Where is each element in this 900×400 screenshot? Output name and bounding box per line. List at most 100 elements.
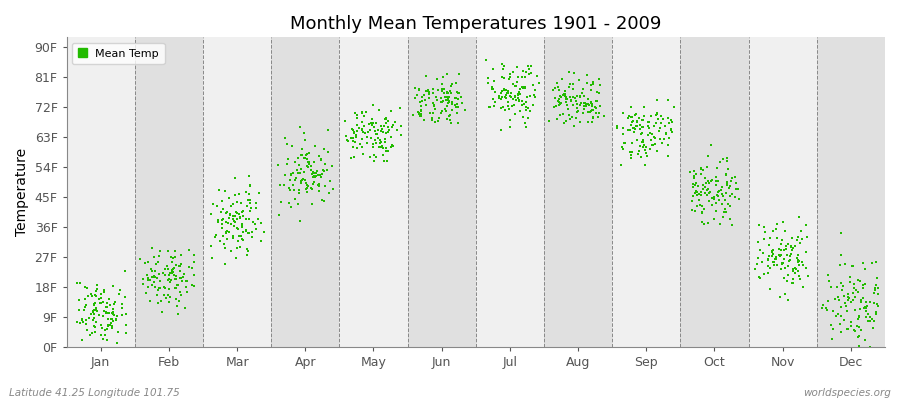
Point xyxy=(368,154,382,160)
Point xyxy=(161,277,176,284)
Point xyxy=(304,186,319,192)
Point xyxy=(237,208,251,214)
Point xyxy=(163,294,177,300)
Point xyxy=(184,265,199,271)
Point xyxy=(551,84,565,90)
Point xyxy=(410,109,425,116)
Point xyxy=(720,154,734,161)
Point xyxy=(412,113,427,119)
Point xyxy=(365,102,380,109)
Point xyxy=(297,130,311,136)
Point xyxy=(369,130,383,137)
Point xyxy=(445,98,459,105)
Point xyxy=(72,306,86,313)
Point xyxy=(777,247,791,253)
Point xyxy=(173,289,187,295)
Point xyxy=(774,252,788,258)
Point xyxy=(846,297,860,304)
Point xyxy=(87,307,102,314)
Point xyxy=(559,118,573,124)
Point xyxy=(93,300,107,307)
Point xyxy=(863,314,878,320)
Point xyxy=(320,148,335,155)
Point xyxy=(381,129,395,136)
Point xyxy=(616,125,630,132)
Point xyxy=(105,325,120,331)
Point xyxy=(685,207,699,213)
Point xyxy=(292,162,306,168)
Point xyxy=(317,167,331,174)
Point xyxy=(374,136,388,143)
Point xyxy=(97,289,112,295)
Point xyxy=(852,332,867,339)
Point xyxy=(169,284,184,291)
Point xyxy=(868,309,883,315)
Point xyxy=(105,306,120,312)
Point xyxy=(716,208,731,215)
Point xyxy=(435,86,449,92)
Point xyxy=(294,180,309,186)
Point xyxy=(223,220,238,227)
Point xyxy=(502,117,517,124)
Point xyxy=(422,89,436,95)
Point xyxy=(187,272,202,278)
Point xyxy=(292,189,306,196)
Point xyxy=(572,94,587,100)
Point xyxy=(149,292,164,298)
Point xyxy=(437,90,452,96)
Point xyxy=(719,208,733,215)
Point xyxy=(634,122,648,128)
Point xyxy=(558,88,572,94)
Point xyxy=(783,257,797,263)
Point xyxy=(640,153,654,159)
Point xyxy=(725,191,740,198)
Point xyxy=(162,276,176,282)
Point xyxy=(784,242,798,249)
Point xyxy=(850,289,865,296)
Point xyxy=(482,79,496,86)
Point xyxy=(168,248,183,254)
Point xyxy=(100,321,114,328)
Point xyxy=(843,298,858,305)
Point xyxy=(649,120,663,126)
Point xyxy=(716,214,731,220)
Point xyxy=(84,310,98,317)
Point xyxy=(84,291,98,297)
Point xyxy=(519,69,534,75)
Point xyxy=(118,294,132,300)
Point xyxy=(516,68,530,74)
Point xyxy=(641,132,655,138)
Point xyxy=(418,97,432,104)
Point xyxy=(789,237,804,243)
Point xyxy=(772,246,787,252)
Point xyxy=(723,216,737,222)
Point xyxy=(648,135,662,142)
Point xyxy=(515,74,529,80)
Point xyxy=(136,280,150,287)
Point xyxy=(86,309,100,315)
Point xyxy=(788,242,802,249)
Point xyxy=(319,161,333,168)
Point xyxy=(367,124,382,130)
Point xyxy=(426,90,440,96)
Point xyxy=(101,316,115,322)
Point xyxy=(794,228,808,234)
Point xyxy=(220,210,234,216)
Point xyxy=(871,284,886,291)
Point xyxy=(180,289,194,295)
Point xyxy=(778,265,792,271)
Point xyxy=(644,142,659,149)
Point xyxy=(752,222,767,228)
Point xyxy=(650,110,664,116)
Point xyxy=(415,98,429,105)
Point xyxy=(295,176,310,182)
Point xyxy=(842,295,856,302)
Point xyxy=(513,86,527,92)
Point xyxy=(167,276,182,283)
Point xyxy=(580,80,594,86)
Point xyxy=(691,183,706,189)
Bar xyxy=(680,37,749,347)
Point xyxy=(291,155,305,161)
Point xyxy=(86,308,101,314)
Point xyxy=(215,225,230,231)
